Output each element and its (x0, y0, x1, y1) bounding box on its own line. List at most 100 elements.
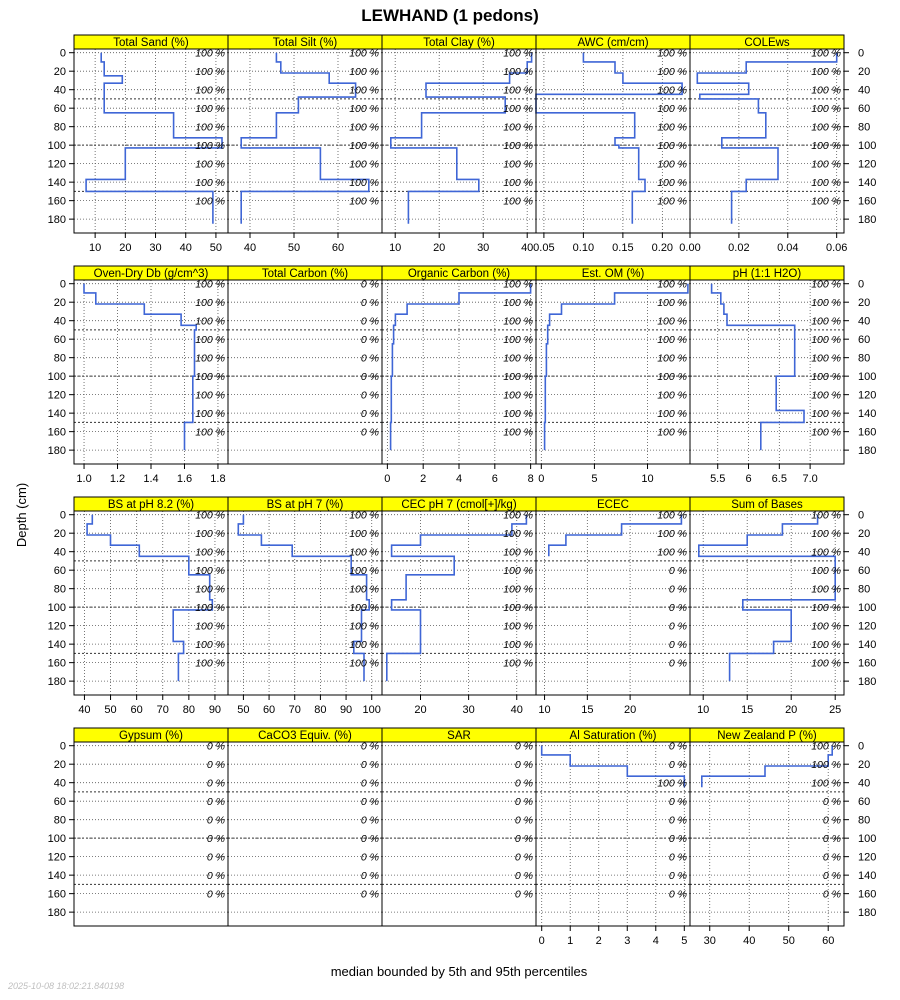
strip-label-gypsum: Gypsum (%) (119, 730, 183, 742)
pct-label: 0 % (823, 870, 841, 882)
y-tick-label-left: 20 (54, 66, 66, 78)
pct-label: 0 % (669, 815, 687, 827)
x-tick-label: 60 (822, 935, 834, 947)
x-tick-label: 1 (567, 935, 573, 947)
pct-label: 100 % (503, 279, 533, 291)
pct-label: 100 % (811, 621, 841, 633)
chart-title: LEWHAND (1 pedons) (361, 6, 539, 25)
x-tick-label: 80 (314, 704, 326, 716)
pct-label: 100 % (349, 621, 379, 633)
pct-label: 0 % (361, 408, 379, 420)
pct-label: 0 % (361, 778, 379, 790)
panel-ph-1-1-h2o: pH (1:1 H2O) 100 % 100 % 100 % 100 % 100 % 100… (689, 265, 845, 485)
pct-label: 0 % (207, 852, 225, 864)
panel-sar: SAR 0 % 0 % 0 % 0 % 0 % 0 % 0 % 0 % 0 % (381, 727, 537, 927)
y-tick-label-right: 160 (858, 658, 876, 670)
y-tick-label-right: 0 (858, 279, 864, 291)
pct-label: 0 % (361, 390, 379, 402)
y-tick-label-right: 0 (858, 741, 864, 753)
y-tick-label-right: 20 (858, 297, 870, 309)
pct-label: 100 % (657, 66, 687, 78)
x-tick-label: 30 (704, 935, 716, 947)
x-tick-label: 40 (743, 935, 755, 947)
pct-label: 100 % (811, 602, 841, 614)
pct-label: 100 % (503, 427, 533, 439)
panel-frame (689, 48, 845, 234)
pct-label: 100 % (195, 427, 225, 439)
pct-label: 100 % (503, 510, 533, 522)
strip-label-oven-dry-db-g-cm-3: Oven-Dry Db (g/cm^3) (94, 268, 209, 280)
pct-label: 100 % (811, 353, 841, 365)
pct-label: 0 % (515, 815, 533, 827)
pct-label: 100 % (195, 103, 225, 115)
pct-label: 100 % (503, 528, 533, 540)
pct-label: 100 % (657, 390, 687, 402)
x-tick-label: 20 (119, 242, 131, 254)
pct-label: 100 % (195, 140, 225, 152)
pct-label: 100 % (811, 122, 841, 134)
y-tick-label-right: 140 (858, 639, 876, 651)
y-tick-label-right: 60 (858, 796, 870, 808)
median-line-bs-at-ph-8-2 (86, 514, 214, 682)
strip-label-sum-of-bases: Sum of Bases (731, 499, 803, 511)
pct-label: 100 % (811, 334, 841, 346)
y-tick-label-right: 180 (858, 214, 876, 226)
pct-label: 100 % (195, 658, 225, 670)
pct-label: 0 % (669, 889, 687, 901)
pct-label: 100 % (657, 196, 687, 208)
pct-label: 100 % (657, 427, 687, 439)
panel-est-om: Est. OM (%) 100 % 100 % 100 % 100 % 100 % 100 … (535, 265, 691, 485)
pct-label: 100 % (349, 658, 379, 670)
y-tick-label-right: 80 (858, 584, 870, 596)
y-tick-label-left: 160 (48, 427, 66, 439)
y-tick-label-left: 60 (54, 334, 66, 346)
y-tick-label-right: 40 (858, 85, 870, 97)
pct-label: 100 % (657, 510, 687, 522)
pct-label: 100 % (349, 159, 379, 171)
x-tick-label: 40 (244, 242, 256, 254)
pct-label: 100 % (811, 159, 841, 171)
panel-frame (227, 741, 383, 927)
panel-oven-dry-db-g-cm-3: Oven-Dry Db (g/cm^3)100 %100 %100 %100 %… (73, 265, 229, 485)
pct-label: 100 % (811, 639, 841, 651)
pct-label: 0 % (361, 815, 379, 827)
strip-label-est-om: Est. OM (%) (582, 268, 645, 280)
x-tick-label: 0.00 (679, 242, 700, 254)
x-tick-label: 1.0 (76, 473, 91, 485)
panel-frame (535, 741, 691, 927)
pct-label: 100 % (195, 584, 225, 596)
pct-label: 100 % (657, 547, 687, 559)
x-tick-label: 0.15 (612, 242, 633, 254)
y-tick-label-left: 0 (60, 741, 66, 753)
pct-label: 100 % (349, 547, 379, 559)
y-tick-label-right: 60 (858, 103, 870, 115)
pct-label: 0 % (515, 852, 533, 864)
x-tick-label: 5.5 (710, 473, 725, 485)
y-tick-label-right: 160 (858, 889, 876, 901)
strip-label-ph-1-1-h2o: pH (1:1 H2O) (733, 268, 802, 280)
pct-label: 100 % (349, 140, 379, 152)
pct-label: 100 % (811, 316, 841, 328)
pct-label: 100 % (195, 353, 225, 365)
pct-label: 100 % (503, 103, 533, 115)
y-tick-label-right: 40 (858, 547, 870, 559)
pct-label: 100 % (195, 602, 225, 614)
pct-label: 100 % (503, 48, 533, 60)
median-line-al-saturation (540, 745, 686, 788)
x-tick-label: 30 (463, 704, 475, 716)
y-tick-label-left: 0 (60, 48, 66, 60)
pct-label: 100 % (657, 122, 687, 134)
x-tick-label: 6 (745, 473, 751, 485)
pct-label: 100 % (195, 510, 225, 522)
strip-label-caco3-equiv: CaCO3 Equiv. (%) (258, 730, 352, 742)
pct-label: 100 % (503, 316, 533, 328)
pct-label: 100 % (195, 316, 225, 328)
pct-label: 100 % (657, 297, 687, 309)
pct-label: 100 % (811, 741, 841, 753)
x-tick-label: 30 (477, 242, 489, 254)
y-tick-label-left: 160 (48, 658, 66, 670)
pct-label: 0 % (669, 833, 687, 845)
x-tick-label: 5 (591, 473, 597, 485)
pct-label: 100 % (657, 528, 687, 540)
panel-colews: COLEws 100 % 100 % 100 % 100 % 100 % 100 % 100 … (679, 34, 847, 254)
